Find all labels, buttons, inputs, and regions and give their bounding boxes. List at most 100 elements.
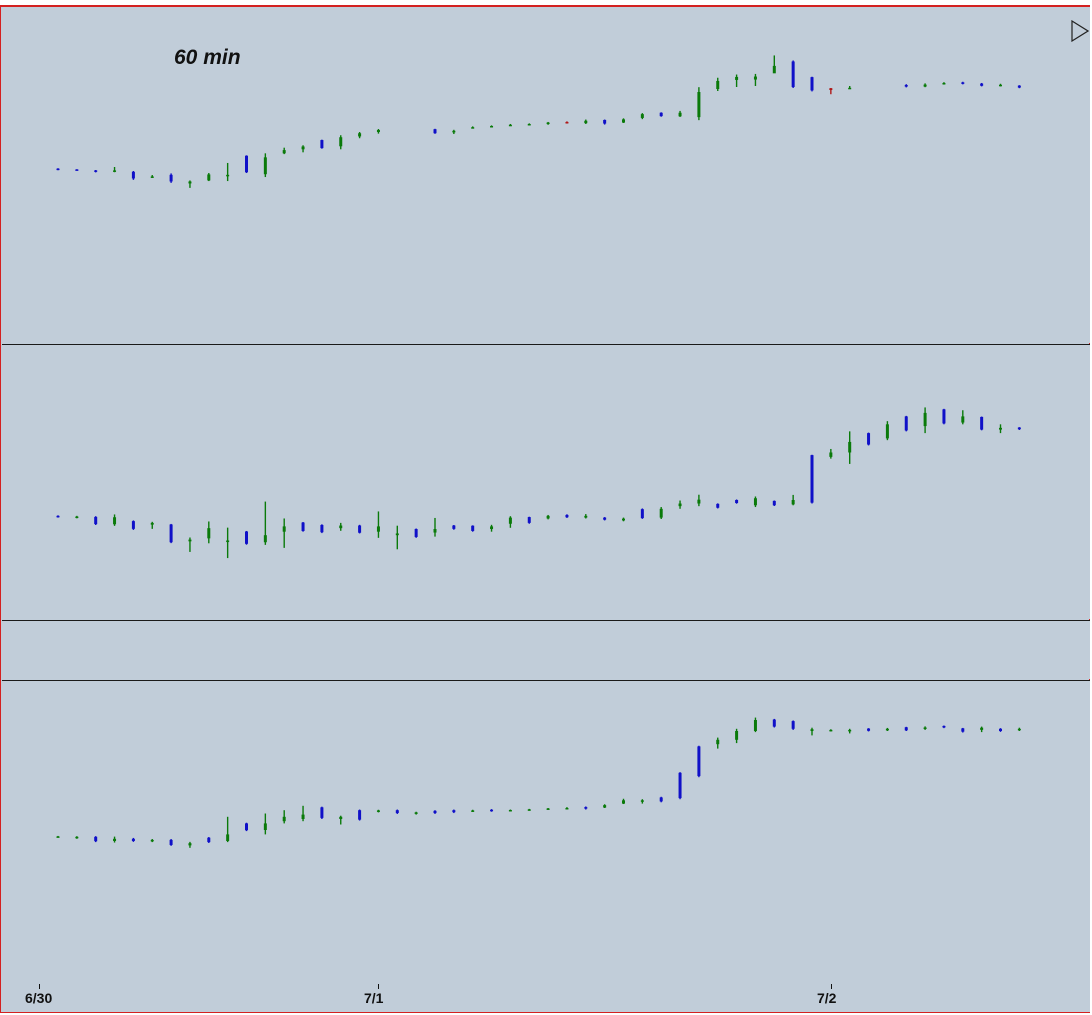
bar-body bbox=[546, 515, 550, 519]
bar-body bbox=[282, 526, 286, 532]
bar-body bbox=[735, 76, 739, 80]
ohlc-bar-bottom-42 bbox=[848, 728, 852, 734]
bar-body bbox=[697, 499, 701, 504]
ohlc-bar-top-21 bbox=[452, 129, 456, 135]
bar-body bbox=[263, 157, 267, 175]
ohlc-bar-bottom-9 bbox=[226, 816, 230, 843]
ohlc-bar-top-50 bbox=[999, 83, 1002, 87]
ohlc-bar-middle-45 bbox=[904, 415, 908, 432]
bar-body bbox=[640, 114, 644, 118]
bar-body bbox=[565, 121, 569, 124]
pane-top[interactable] bbox=[2, 7, 1090, 343]
ohlc-bar-top-32 bbox=[659, 112, 663, 117]
timeframe-label: 60 min bbox=[174, 46, 241, 69]
bar-body bbox=[659, 797, 663, 802]
bar-body bbox=[622, 800, 625, 804]
ohlc-bar-top-15 bbox=[339, 135, 343, 150]
bar-body bbox=[527, 809, 531, 811]
play-triangle-icon[interactable] bbox=[1071, 20, 1089, 42]
ohlc-bar-top-33 bbox=[678, 110, 682, 117]
ohlc-bar-middle-15 bbox=[339, 522, 343, 531]
bar-body bbox=[678, 112, 682, 117]
bar-body bbox=[697, 92, 701, 118]
bar-body bbox=[131, 838, 135, 841]
ohlc-bar-middle-19 bbox=[414, 528, 418, 538]
ohlc-bar-middle-2 bbox=[94, 516, 98, 525]
bar-body bbox=[791, 500, 795, 505]
ohlc-bar-middle-21 bbox=[452, 524, 456, 530]
bar-body bbox=[980, 727, 984, 730]
bar-body bbox=[113, 170, 117, 172]
bar-body bbox=[735, 731, 739, 740]
ohlc-bar-bottom-46 bbox=[923, 726, 927, 730]
bar-body bbox=[320, 140, 324, 149]
ohlc-bar-top-4 bbox=[131, 171, 135, 180]
ohlc-bar-top-28 bbox=[584, 119, 588, 124]
pane-bottom[interactable] bbox=[2, 681, 1090, 984]
ohlc-bar-middle-49 bbox=[980, 416, 984, 431]
bar-body bbox=[603, 517, 607, 520]
bar-body bbox=[301, 814, 305, 819]
bar-body bbox=[829, 88, 833, 91]
bar-body bbox=[282, 150, 286, 154]
ohlc-bar-middle-20 bbox=[433, 517, 437, 537]
bar-body bbox=[56, 168, 60, 171]
ohlc-bar-bottom-7 bbox=[188, 841, 192, 848]
ohlc-bar-top-17 bbox=[376, 128, 380, 134]
bar-body bbox=[131, 521, 135, 529]
ohlc-bar-middle-27 bbox=[565, 514, 569, 518]
ohlc-bar-top-0 bbox=[56, 168, 60, 171]
ohlc-bar-middle-51 bbox=[1017, 427, 1021, 430]
bar-body bbox=[56, 515, 60, 518]
ohlc-bar-bottom-8 bbox=[207, 837, 211, 843]
ohlc-bar-bottom-40 bbox=[810, 727, 814, 736]
bar-body bbox=[471, 127, 475, 129]
ohlc-bar-top-47 bbox=[942, 82, 946, 85]
ohlc-bar-bottom-30 bbox=[622, 798, 625, 805]
ohlc-bar-bottom-3 bbox=[113, 836, 117, 843]
ohlc-bar-middle-25 bbox=[527, 516, 531, 524]
bar-body bbox=[471, 525, 475, 531]
bar-body bbox=[999, 84, 1002, 87]
bar-body bbox=[753, 720, 757, 731]
ohlc-bar-top-45 bbox=[904, 84, 908, 88]
ohlc-bar-top-11 bbox=[263, 153, 267, 178]
ohlc-bar-bottom-1 bbox=[75, 836, 79, 839]
x-tick-mark bbox=[831, 984, 832, 989]
ohlc-bar-bottom-13 bbox=[301, 805, 305, 822]
pane-divider-1[interactable] bbox=[2, 344, 1090, 345]
ohlc-bar-middle-34 bbox=[697, 494, 701, 507]
pane-divider-3[interactable] bbox=[2, 680, 1090, 681]
ohlc-bar-middle-41 bbox=[829, 448, 833, 459]
bar-body bbox=[508, 517, 512, 524]
ohlc-bar-top-36 bbox=[735, 74, 739, 87]
ohlc-bar-top-9 bbox=[226, 162, 230, 182]
bar-body bbox=[980, 416, 984, 430]
bar-body bbox=[904, 416, 908, 431]
bar-body bbox=[716, 80, 720, 89]
bar-body bbox=[358, 133, 362, 137]
ohlc-bar-middle-13 bbox=[301, 522, 305, 532]
bar-body bbox=[395, 533, 399, 536]
ohlc-bar-bottom-12 bbox=[282, 810, 286, 824]
bar-body bbox=[282, 816, 286, 822]
pane-middle[interactable] bbox=[2, 345, 1090, 619]
ohlc-bar-bottom-20 bbox=[433, 810, 437, 814]
bar-body bbox=[923, 727, 927, 729]
bar-body bbox=[263, 823, 267, 830]
bar-body bbox=[245, 823, 248, 831]
ohlc-bar-middle-10 bbox=[245, 530, 248, 545]
ohlc-bar-bottom-18 bbox=[395, 809, 399, 814]
bar-body bbox=[942, 82, 946, 85]
ohlc-bar-bottom-22 bbox=[471, 809, 475, 812]
ohlc-bar-bottom-2 bbox=[94, 836, 98, 843]
pane-divider-2[interactable] bbox=[2, 620, 1090, 621]
bar-body bbox=[999, 427, 1002, 430]
ohlc-bar-middle-33 bbox=[678, 500, 682, 509]
bar-body bbox=[848, 729, 852, 732]
ohlc-bar-middle-37 bbox=[753, 496, 757, 508]
bar-body bbox=[245, 531, 248, 544]
bar-body bbox=[207, 528, 211, 539]
bar-body bbox=[584, 515, 588, 518]
